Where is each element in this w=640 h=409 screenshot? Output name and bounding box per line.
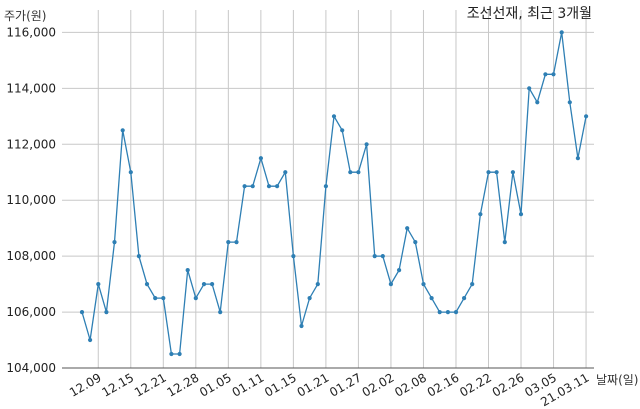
x-tick-label: 02.08 <box>392 370 429 399</box>
data-point <box>210 282 215 287</box>
data-point <box>96 282 101 287</box>
data-point <box>478 212 483 217</box>
data-point <box>323 184 328 189</box>
data-point <box>518 212 524 217</box>
y-axis-label: 주가(원) <box>4 9 46 23</box>
data-point <box>104 310 109 315</box>
data-point <box>201 282 207 287</box>
data-point <box>502 240 507 245</box>
y-tick-label: 110,000 <box>6 193 56 207</box>
data-point <box>437 310 442 315</box>
data-point <box>494 170 499 175</box>
x-tick-label: 02.02 <box>360 370 397 399</box>
x-tick-label: 12.28 <box>165 370 202 399</box>
y-tick-label: 106,000 <box>6 305 56 319</box>
data-point <box>218 310 223 315</box>
x-tick-label: 01.11 <box>230 370 267 399</box>
data-point <box>413 240 418 245</box>
x-tick-label: 12.21 <box>132 370 169 399</box>
y-tick-label: 114,000 <box>6 81 56 95</box>
y-tick-label: 108,000 <box>6 249 56 263</box>
data-point <box>258 156 263 161</box>
x-tick-label: 01.27 <box>327 370 364 399</box>
data-point <box>185 268 190 273</box>
data-point <box>226 240 231 245</box>
data-point <box>161 296 166 301</box>
data-point <box>559 30 564 35</box>
data-point <box>307 296 312 301</box>
data-points <box>79 30 589 357</box>
x-tick-label: 12.15 <box>100 370 137 399</box>
data-point <box>250 184 255 189</box>
data-point <box>364 142 369 147</box>
data-point <box>331 114 337 119</box>
data-point <box>348 170 353 175</box>
data-point <box>445 310 450 315</box>
chart-title: 조선선재, 최근 3개월 <box>467 6 592 22</box>
data-point <box>470 282 475 287</box>
data-point <box>453 310 459 315</box>
x-tick-label: 02.26 <box>490 370 527 399</box>
data-point <box>462 296 467 301</box>
data-point <box>234 240 239 245</box>
y-tick-label: 104,000 <box>6 361 56 375</box>
data-point <box>79 310 85 315</box>
x-tick-label: 01.05 <box>197 370 234 399</box>
x-tick-label: 02.22 <box>457 370 494 399</box>
data-point <box>283 170 288 175</box>
data-point <box>388 282 393 287</box>
y-tick-labels: 104,000 106,000 108,000 110,000 112,000 114,0… <box>6 25 56 375</box>
data-point <box>567 100 572 105</box>
data-point <box>128 170 133 175</box>
data-point <box>266 184 272 189</box>
data-point <box>429 296 434 301</box>
data-point <box>543 72 548 77</box>
grid-lines <box>62 10 594 369</box>
x-tick-label: 01.15 <box>262 370 299 399</box>
data-point <box>356 170 361 175</box>
data-point <box>88 337 93 343</box>
x-tick-label: 01.21 <box>295 370 332 399</box>
x-tick-label: 02.16 <box>425 370 462 399</box>
series-line <box>81 32 587 355</box>
x-tick-labels: 12.0912.1512.2112.2801.0501.1101.1501.21… <box>67 370 592 409</box>
data-point <box>291 254 296 259</box>
data-point <box>527 86 532 91</box>
data-point <box>397 268 402 273</box>
data-point <box>275 184 280 189</box>
data-point <box>340 128 345 133</box>
data-point <box>153 296 158 301</box>
y-tick-label: 112,000 <box>6 137 56 151</box>
data-point <box>242 184 247 189</box>
data-point <box>551 72 556 77</box>
data-point <box>575 156 581 161</box>
data-point <box>315 282 320 287</box>
data-point <box>486 170 491 175</box>
data-point <box>193 296 198 301</box>
data-point <box>169 351 174 357</box>
x-axis-label: 날짜(일) <box>596 373 638 387</box>
data-point <box>120 128 125 133</box>
data-point <box>372 254 377 259</box>
data-point <box>177 351 182 357</box>
data-point <box>144 282 150 287</box>
y-tick-label: 116,000 <box>6 25 56 39</box>
data-point <box>405 226 410 231</box>
data-point <box>584 114 589 119</box>
x-tick-label: 12.09 <box>67 370 104 399</box>
data-point <box>299 323 304 329</box>
data-point <box>380 254 385 259</box>
data-point <box>535 100 540 105</box>
data-point <box>510 170 515 175</box>
data-point <box>136 254 141 259</box>
data-point <box>112 240 117 245</box>
data-point <box>421 282 426 287</box>
